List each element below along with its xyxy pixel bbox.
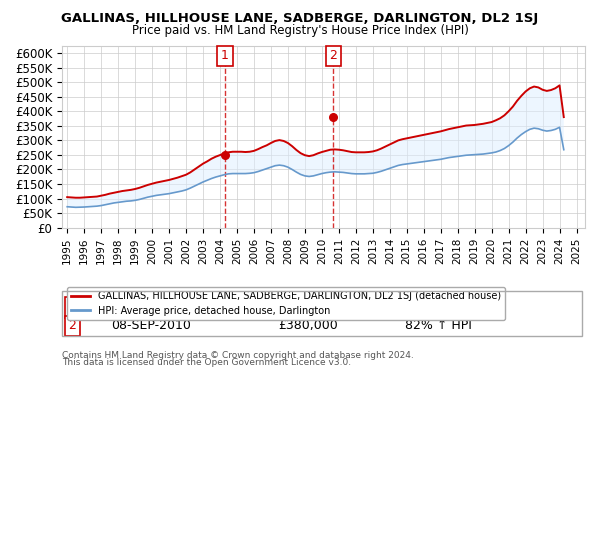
Legend: GALLINAS, HILLHOUSE LANE, SADBERGE, DARLINGTON, DL2 1SJ (detached house), HPI: A: GALLINAS, HILLHOUSE LANE, SADBERGE, DARL… <box>67 287 505 320</box>
Point <box>220 151 230 160</box>
Point <box>329 113 338 122</box>
Text: £249,500: £249,500 <box>278 301 338 314</box>
Text: 2: 2 <box>68 319 76 333</box>
Text: This data is licensed under the Open Government Licence v3.0.: This data is licensed under the Open Gov… <box>62 358 351 367</box>
Text: 1: 1 <box>68 301 76 314</box>
Text: 08-SEP-2010: 08-SEP-2010 <box>111 319 191 333</box>
Text: 1: 1 <box>221 49 229 63</box>
Text: 2: 2 <box>329 49 337 63</box>
Text: 16-APR-2004: 16-APR-2004 <box>111 301 191 314</box>
Text: Price paid vs. HM Land Registry's House Price Index (HPI): Price paid vs. HM Land Registry's House … <box>131 24 469 37</box>
Text: GALLINAS, HILLHOUSE LANE, SADBERGE, DARLINGTON, DL2 1SJ: GALLINAS, HILLHOUSE LANE, SADBERGE, DARL… <box>61 12 539 25</box>
Text: Contains HM Land Registry data © Crown copyright and database right 2024.: Contains HM Land Registry data © Crown c… <box>62 351 414 361</box>
Text: 82% ↑ HPI: 82% ↑ HPI <box>405 319 472 333</box>
Text: 46% ↑ HPI: 46% ↑ HPI <box>405 301 472 314</box>
Text: £380,000: £380,000 <box>278 319 338 333</box>
